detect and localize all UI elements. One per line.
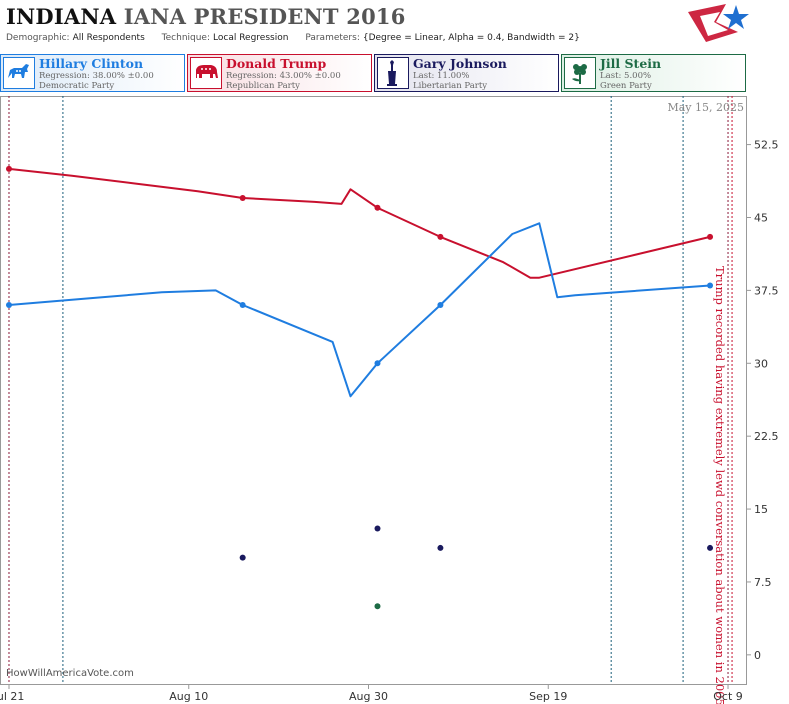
y-tick-label-1: 7.5: [754, 576, 772, 589]
candidate-name: Donald Trump: [226, 56, 327, 71]
candidate-name: Hillary Clinton: [39, 56, 144, 71]
candidate-party: Libertarian Party: [413, 81, 488, 91]
data-point-hillary-clinton-1: [239, 301, 246, 308]
date-stamp: May 15, 2025: [667, 101, 744, 114]
data-point-gary-johnson-3: [707, 544, 714, 551]
y-tick-label-6: 45: [754, 211, 768, 224]
candidate-stat: Regression: 43.00% ±0.00: [226, 71, 341, 81]
data-point-gary-johnson-0: [239, 554, 246, 561]
chart-title: INDIANA IANA PRESIDENT 2016: [6, 4, 406, 29]
data-point-jill-stein-0: [374, 603, 381, 610]
site-watermark: HowWillAmericaVote.com: [6, 668, 134, 679]
candidate-name: Gary Johnson: [413, 56, 507, 71]
y-tick-label-5: 37.5: [754, 284, 779, 297]
title-rest: IANA PRESIDENT 2016: [123, 4, 406, 29]
y-tick-label-4: 30: [754, 357, 768, 370]
candidate-stat: Last: 11.00%: [413, 71, 470, 81]
data-point-gary-johnson-1: [374, 525, 381, 532]
candidate-card-stein: Jill Stein Last: 5.00% Green Party: [561, 54, 746, 92]
parameters-line: Demographic: All Respondents Technique: Lo…: [6, 33, 594, 43]
data-point-hillary-clinton-2: [374, 360, 381, 367]
data-point-donald-trump-3: [437, 233, 444, 240]
data-point-hillary-clinton-3: [437, 301, 444, 308]
candidate-party: Republican Party: [226, 81, 300, 91]
x-tick-label-4: Oct 9: [713, 690, 743, 703]
elephant-icon: [190, 57, 222, 89]
candidate-stat: Regression: 38.00% ±0.00: [39, 71, 154, 81]
data-point-donald-trump-1: [239, 195, 246, 202]
liberty-torch-icon: [377, 57, 409, 89]
candidate-card-clinton: Hillary Clinton Regression: 38.00% ±0.00…: [0, 54, 185, 92]
y-tick-label-3: 22.5: [754, 430, 779, 443]
param-label-technique: Technique:: [161, 33, 211, 43]
x-tick-label-1: Aug 10: [169, 690, 208, 703]
data-point-gary-johnson-2: [437, 544, 444, 551]
site-logo: [688, 4, 749, 42]
candidate-name: Jill Stein: [600, 56, 662, 71]
series-line-donald-trump: [8, 167, 711, 279]
candidate-card-johnson: Gary Johnson Last: 11.00% Libertarian Pa…: [374, 54, 559, 92]
data-point-donald-trump-0: [5, 165, 12, 172]
candidate-party: Green Party: [600, 81, 652, 91]
data-point-hillary-clinton-4: [707, 282, 714, 289]
data-point-donald-trump-2: [374, 204, 381, 211]
donkey-icon: [3, 57, 35, 89]
x-tick-label-0: Jul 21: [0, 690, 24, 703]
param-value-demographic: All Respondents: [72, 33, 145, 43]
param-value-technique: Local Regression: [213, 33, 289, 43]
param-value-parameters: {Degree = Linear, Alpha = 0.4, Bandwidth…: [362, 33, 580, 43]
param-label-parameters: Parameters:: [305, 33, 360, 43]
x-tick-label-2: Aug 30: [349, 690, 388, 703]
y-tick-label-0: 0: [754, 649, 761, 662]
annotation-text-0: Trump recorded having extremely lewd con…: [713, 266, 727, 704]
y-tick-label-2: 15: [754, 503, 768, 516]
data-point-donald-trump-4: [707, 233, 714, 240]
candidate-legend: Hillary Clinton Regression: 38.00% ±0.00…: [0, 54, 789, 94]
plot-frame: [0, 96, 747, 685]
data-point-hillary-clinton-0: [5, 301, 12, 308]
param-label-demographic: Demographic:: [6, 33, 70, 43]
candidate-stat: Last: 5.00%: [600, 71, 652, 81]
candidate-party: Democratic Party: [39, 81, 115, 91]
flower-icon: [564, 57, 596, 89]
y-tick-label-7: 52.5: [754, 139, 779, 152]
series-line-hillary-clinton: [8, 222, 711, 398]
candidate-card-trump: Donald Trump Regression: 43.00% ±0.00 Re…: [187, 54, 372, 92]
title-state: INDIANA: [6, 4, 117, 29]
x-tick-label-3: Sep 19: [529, 690, 567, 703]
